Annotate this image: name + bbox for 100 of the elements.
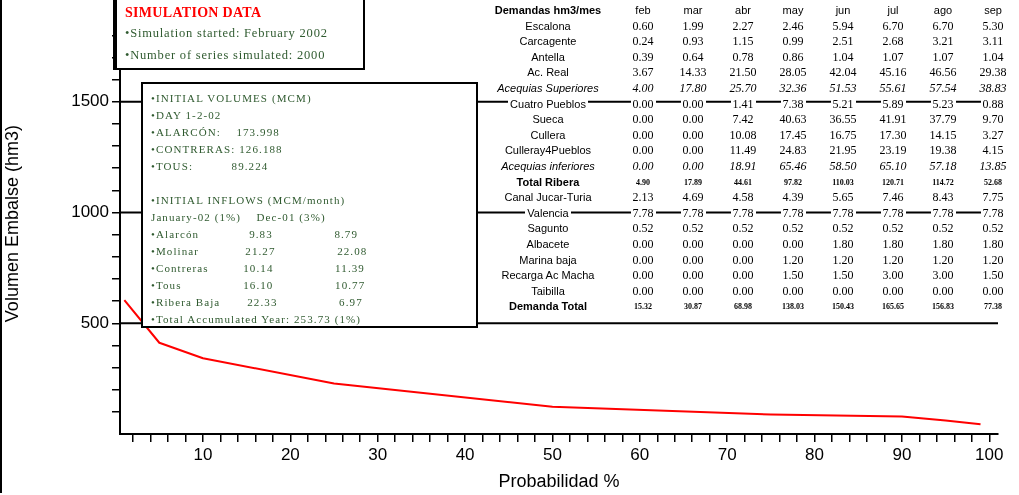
annotation: Total Ribera — [514, 174, 582, 189]
annotation: abr — [733, 3, 753, 17]
annotation: 0.99 — [780, 33, 806, 50]
annotation: 52.68 — [982, 176, 1004, 188]
annotation: Ac. Real — [525, 65, 571, 80]
annotation: Demanda Total — [506, 299, 590, 314]
annotation: 4.39 — [780, 189, 806, 206]
x-tick-label: 30 — [368, 444, 388, 464]
annotation: 4.15 — [980, 142, 1006, 159]
annotation: 0.52 — [730, 220, 756, 237]
annotation: 32.36 — [777, 79, 809, 96]
annotation: Acequias Superiores — [495, 80, 601, 95]
annotation: 3.67 — [630, 64, 656, 81]
annotation: 3.11 — [980, 33, 1006, 50]
x-tick-label: 80 — [805, 444, 824, 464]
annotation: 65.10 — [877, 157, 909, 174]
annotation: 9.70 — [980, 111, 1006, 128]
annotation: 0.93 — [680, 33, 706, 50]
annotation: 0.88 — [980, 95, 1006, 112]
annotation: 17.30 — [877, 126, 909, 143]
annotation: 0.64 — [680, 48, 706, 65]
annotation: 0.52 — [630, 220, 656, 237]
annotation: 45.16 — [877, 64, 909, 81]
annotation: 5.23 — [930, 95, 956, 112]
x-tick-label: 60 — [630, 444, 650, 464]
annotation: •ALARCÓN: 173.998 — [151, 125, 281, 140]
annotation: 14.15 — [927, 126, 959, 143]
annotation: 0.00 — [680, 282, 706, 299]
x-tick-label: 100 — [975, 444, 1004, 464]
y-axis-title: Volumen Embalse (hm3) — [1, 125, 22, 323]
annotation: 7.46 — [880, 189, 906, 206]
annotation: 0.00 — [680, 142, 706, 159]
annotation: •INITIAL INFLOWS (MCM/month) — [151, 193, 347, 208]
y-tick-label: 1500 — [71, 91, 109, 111]
annotation: 7.78 — [630, 204, 656, 221]
annotation: 3.27 — [980, 126, 1006, 143]
annotation: 0.52 — [780, 220, 806, 237]
annotation: 36.55 — [827, 111, 859, 128]
annotation: 0.00 — [630, 267, 656, 284]
annotation: 0.00 — [630, 142, 656, 159]
annotation: Recarga Ac Macha — [499, 268, 597, 283]
annotation: 1.15 — [730, 33, 756, 50]
annotation: 0.24 — [630, 33, 656, 50]
annotation: may — [780, 3, 806, 17]
annotation: 4.69 — [680, 189, 706, 206]
annotation: 0.00 — [630, 95, 656, 112]
annotation: 7.78 — [680, 204, 706, 221]
annotation: 18.91 — [727, 157, 759, 174]
annotation: •Tous 16.10 10.77 — [151, 278, 367, 293]
annotation: Albacete — [524, 236, 572, 251]
annotation: 8.43 — [930, 189, 956, 206]
annotation: 0.00 — [730, 251, 756, 268]
x-tick-label: 50 — [542, 444, 562, 464]
annotation: 6.70 — [930, 17, 956, 34]
annotation: 1.20 — [780, 251, 806, 268]
annotation: 1.07 — [930, 48, 956, 65]
annotation: 2.68 — [880, 33, 906, 50]
annotation: 41.91 — [877, 111, 909, 128]
annotation: 7.78 — [930, 204, 956, 221]
annotation: 7.75 — [980, 189, 1006, 206]
annotation: •Alarcón 9.83 8.79 — [151, 227, 360, 242]
annotation: 3.21 — [930, 33, 956, 50]
annotation: 5.30 — [980, 17, 1006, 34]
annotation: Valencia — [525, 205, 571, 220]
annotation: 1.99 — [680, 17, 706, 34]
annotation: 0.00 — [680, 267, 706, 284]
annotation: jun — [833, 3, 853, 17]
annotation: 7.78 — [830, 204, 856, 221]
annotation: sep — [982, 3, 1004, 17]
annotation: 0.00 — [680, 126, 706, 143]
annotation: 150.43 — [830, 301, 856, 313]
annotation: Acequias inferiores — [499, 158, 597, 173]
annotation: 1.50 — [780, 267, 806, 284]
annotation: 28.05 — [777, 64, 809, 81]
annotation: 7.42 — [730, 111, 756, 128]
annotation: 7.78 — [880, 204, 906, 221]
annotation: 1.20 — [980, 251, 1006, 268]
annotation: 0.86 — [780, 48, 806, 65]
annotation: Canal Jucar-Turia — [502, 190, 594, 205]
annotation: 42.04 — [827, 64, 859, 81]
x-tick-label: 10 — [193, 444, 213, 464]
annotation: 7.78 — [730, 204, 756, 221]
annotation: 10.08 — [727, 126, 759, 143]
annotation: 0.00 — [680, 111, 706, 128]
annotation: 97.82 — [782, 176, 804, 188]
annotation: 4.58 — [730, 189, 756, 206]
annotation: 0.78 — [730, 48, 756, 65]
annotation: 1.41 — [730, 95, 756, 112]
annotation: ago — [931, 3, 955, 17]
y-tick-label: 500 — [80, 312, 109, 332]
annotation: 6.70 — [880, 17, 906, 34]
annotation: 5.89 — [880, 95, 906, 112]
annotation: 0.00 — [630, 157, 656, 174]
annotation: 114.72 — [930, 176, 956, 188]
annotation: 1.20 — [880, 251, 906, 268]
annotation: mar — [681, 3, 705, 17]
annotation: 11.49 — [727, 142, 759, 159]
x-tick-label: 20 — [280, 444, 300, 464]
text-panel: SIMULATION DATA •Simulation started: February 2002 •Number of series simulated: 2000 — [113, 0, 365, 70]
annotation: •DAY 1-2-02 — [151, 108, 223, 123]
